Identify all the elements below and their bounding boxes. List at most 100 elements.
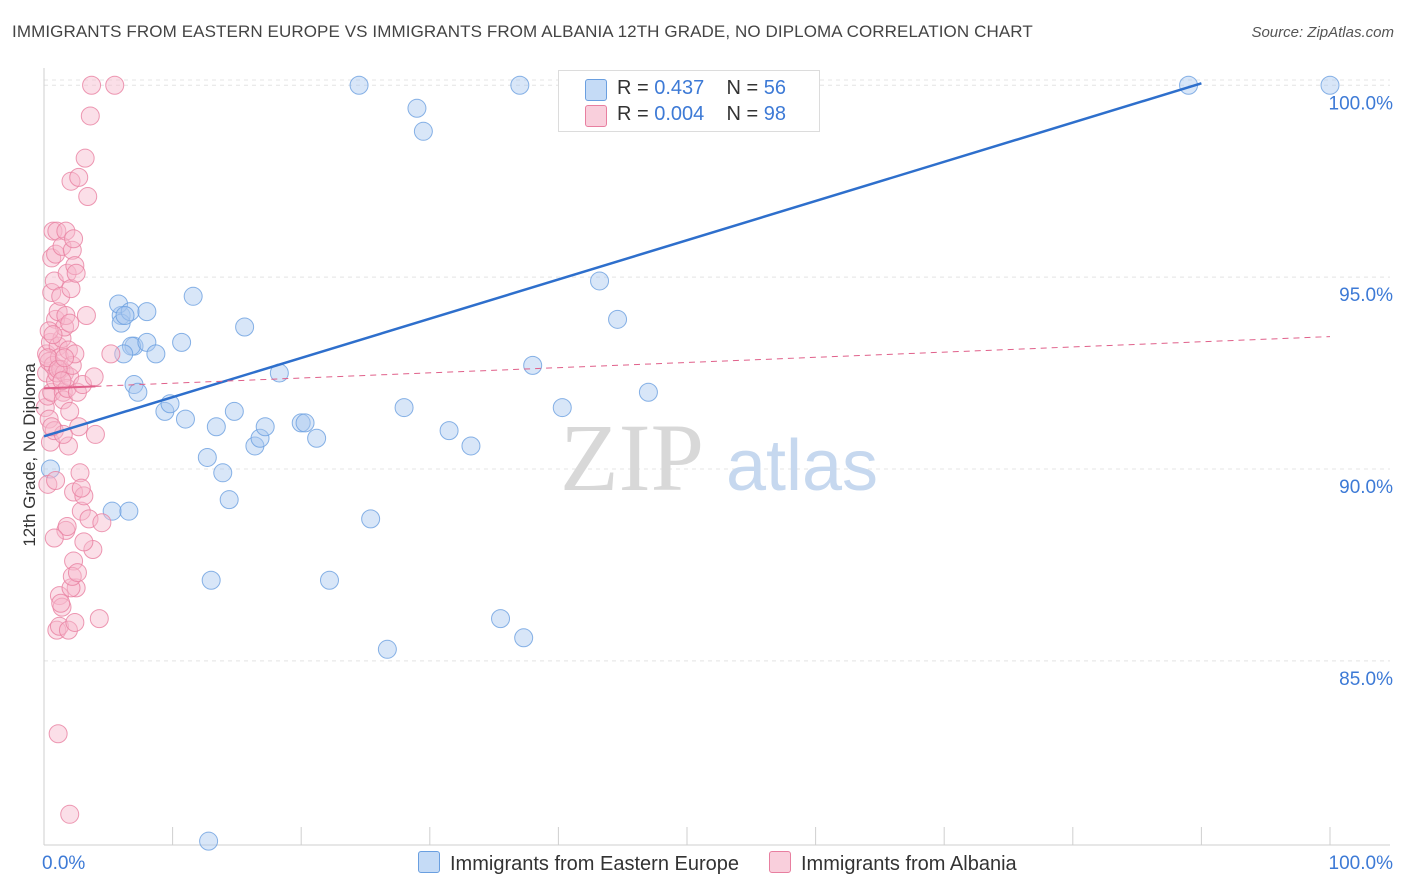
blue-n-value: 56	[763, 77, 787, 99]
point-albania	[42, 417, 62, 437]
x-tick-label-min: 0.0%	[42, 853, 85, 874]
point-eastern-europe	[183, 286, 203, 306]
point-eastern-europe	[413, 121, 433, 141]
point-albania	[74, 532, 94, 552]
y-tick-label: 95.0%	[1339, 285, 1393, 306]
blue-r-value: 0.437	[654, 77, 705, 99]
point-eastern-europe	[213, 463, 233, 483]
point-albania	[105, 75, 125, 95]
trend-line-albania-solid	[43, 385, 96, 390]
legend-swatch-blue	[418, 851, 440, 873]
point-eastern-europe	[121, 336, 141, 356]
y-tick-label: 90.0%	[1339, 477, 1393, 498]
point-albania	[52, 236, 72, 256]
point-albania	[62, 566, 82, 586]
point-eastern-europe	[250, 428, 270, 448]
point-albania	[75, 148, 95, 168]
watermark: ZIP atlas	[560, 404, 878, 511]
point-eastern-europe	[206, 417, 226, 437]
point-eastern-europe	[295, 413, 315, 433]
point-eastern-europe	[128, 382, 148, 402]
point-eastern-europe	[1320, 75, 1340, 95]
pink-r-value: 0.004	[654, 103, 705, 125]
point-albania	[46, 470, 66, 490]
point-albania	[71, 478, 91, 498]
point-albania	[51, 593, 71, 613]
point-eastern-europe	[255, 417, 275, 437]
legend-label-pink: Immigrants from Albania	[801, 853, 1017, 875]
point-eastern-europe	[491, 609, 511, 629]
point-eastern-europe	[319, 570, 339, 590]
point-albania	[64, 229, 84, 249]
tick-labels: 85.0% 90.0% 95.0% 100.0% 0.0% 100.0%	[42, 93, 1393, 874]
point-eastern-europe	[307, 428, 327, 448]
point-albania	[92, 513, 112, 533]
point-albania	[48, 359, 68, 379]
point-albania	[49, 586, 69, 606]
point-albania	[65, 612, 85, 632]
point-albania	[70, 463, 90, 483]
y-axis-title: 12th Grade, No Diploma	[20, 363, 39, 547]
point-albania	[65, 256, 85, 276]
point-eastern-europe	[552, 398, 572, 418]
point-albania	[67, 563, 87, 583]
point-albania	[69, 167, 89, 187]
point-albania	[60, 401, 80, 421]
point-eastern-europe	[115, 305, 135, 325]
point-albania	[73, 375, 93, 395]
pink-n-label: N =	[726, 103, 759, 125]
point-eastern-europe	[638, 382, 658, 402]
point-eastern-europe	[201, 570, 221, 590]
pink-n-value: 98	[763, 103, 787, 125]
point-albania	[51, 286, 71, 306]
chart-title: IMMIGRANTS FROM EASTERN EUROPE VS IMMIGR…	[12, 22, 1033, 41]
point-albania	[58, 436, 78, 456]
point-eastern-europe	[224, 401, 244, 421]
pink-r-label: R =	[617, 103, 649, 125]
point-albania	[84, 367, 104, 387]
y-tick-label: 100.0%	[1329, 93, 1394, 114]
point-albania	[57, 517, 77, 537]
x-tick-label-max: 100.0%	[1329, 853, 1394, 874]
point-albania	[78, 187, 98, 207]
point-albania	[48, 724, 68, 744]
point-eastern-europe	[109, 294, 129, 314]
point-eastern-europe	[377, 639, 397, 659]
point-albania	[76, 305, 96, 325]
point-eastern-europe	[514, 628, 534, 648]
legend-swatch-pink	[769, 851, 791, 873]
point-albania	[80, 106, 100, 126]
point-eastern-europe	[120, 302, 140, 322]
point-eastern-europe	[219, 490, 239, 510]
point-albania	[61, 279, 81, 299]
pink-swatch	[585, 105, 607, 127]
point-eastern-europe	[172, 332, 192, 352]
point-albania	[60, 313, 80, 333]
point-eastern-europe	[439, 421, 459, 441]
point-eastern-europe	[119, 501, 139, 521]
point-albania	[62, 355, 82, 375]
point-albania	[55, 348, 75, 368]
point-albania	[43, 325, 63, 345]
point-eastern-europe	[235, 317, 255, 337]
axis-layer	[43, 68, 1390, 846]
point-albania	[79, 509, 99, 529]
watermark-atlas: atlas	[726, 426, 878, 506]
point-albania	[39, 321, 59, 341]
chart-source: Source: ZipAtlas.com	[1251, 24, 1394, 41]
point-albania	[56, 221, 76, 241]
point-eastern-europe	[361, 509, 381, 529]
blue-swatch	[585, 79, 607, 101]
point-eastern-europe	[175, 409, 195, 429]
point-eastern-europe	[510, 75, 530, 95]
point-albania	[39, 409, 59, 429]
point-eastern-europe	[197, 447, 217, 467]
point-eastern-europe	[407, 98, 427, 118]
point-albania	[64, 551, 84, 571]
point-eastern-europe	[590, 271, 610, 291]
point-eastern-europe	[523, 355, 543, 375]
point-albania	[44, 528, 64, 548]
legend-item-albania: Immigrants from Albania	[769, 851, 1017, 876]
trend-layer	[43, 82, 1331, 438]
